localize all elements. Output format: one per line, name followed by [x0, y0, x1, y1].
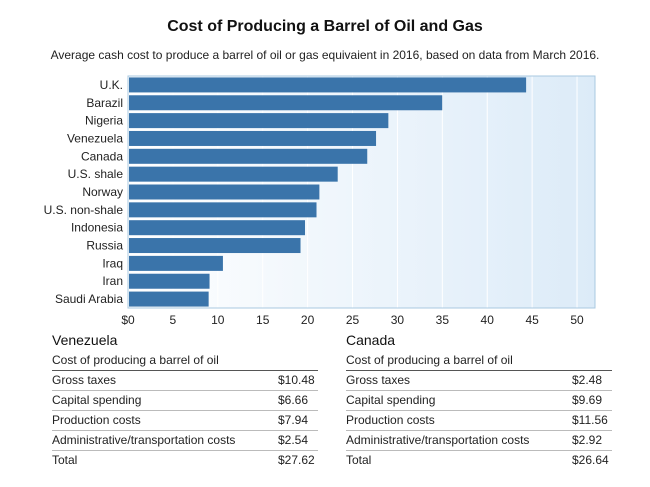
table-row: Administrative/transportation costs $2.92	[346, 431, 612, 451]
x-tick-label: 25	[346, 313, 360, 327]
table-title: Venezuela	[52, 332, 118, 348]
category-label: Iran	[102, 274, 123, 288]
total-value: $26.64	[572, 453, 609, 467]
bar	[129, 291, 209, 307]
row-label: Capital spending	[52, 393, 142, 407]
table-row: Production costs $7.94	[52, 411, 318, 431]
total-label: Total	[346, 453, 372, 467]
x-tick-label: 15	[256, 313, 270, 327]
category-label: Iraq	[102, 256, 123, 270]
bar	[129, 113, 389, 129]
chart-subtitle: Average cash cost to produce a barrel of…	[50, 48, 600, 62]
bar	[129, 77, 527, 93]
bar	[129, 148, 368, 164]
x-tick-label: 50	[570, 313, 584, 327]
category-label: Venezuela	[67, 131, 123, 145]
row-label: Gross taxes	[346, 373, 411, 387]
category-label: U.S. shale	[68, 167, 124, 181]
bar	[129, 202, 317, 218]
table-row: Gross taxes $10.48	[52, 371, 318, 391]
category-label: Indonesia	[71, 221, 123, 235]
x-tick-label: 5	[170, 313, 177, 327]
x-tick-label: 20	[301, 313, 315, 327]
table-row: Capital spending $6.66	[52, 391, 318, 411]
row-value: $11.56	[572, 413, 608, 427]
row-label: Gross taxes	[52, 373, 117, 387]
chart-title: Cost of Producing a Barrel of Oil and Ga…	[167, 18, 483, 35]
row-value: $7.94	[278, 413, 309, 427]
category-label: Barazil	[86, 96, 123, 110]
x-tick-label: 30	[391, 313, 405, 327]
row-label: Administrative/transportation costs	[52, 433, 236, 447]
x-tick-label: 35	[436, 313, 450, 327]
row-value: $2.54	[278, 433, 309, 447]
category-label: Saudi Arabia	[55, 292, 123, 306]
table-row: Gross taxes $2.48	[346, 371, 612, 391]
row-value: $2.48	[572, 373, 603, 387]
category-label: Nigeria	[85, 114, 123, 128]
category-label: Norway	[82, 185, 123, 199]
x-tick-label: 40	[481, 313, 495, 327]
x-tick-label: 45	[525, 313, 539, 327]
row-value: $9.69	[572, 393, 603, 407]
plot-frame	[127, 75, 596, 309]
x-tick-label: 10	[211, 313, 225, 327]
total-value: $27.62	[278, 453, 315, 467]
bar	[129, 238, 301, 254]
row-label: Production costs	[346, 413, 435, 427]
category-label: Russia	[86, 239, 123, 253]
row-value: $6.66	[278, 393, 309, 407]
table-subtitle: Cost of producing a barrel of oil	[52, 350, 318, 371]
bar	[129, 95, 443, 111]
table-row: Administrative/transportation costs $2.54	[52, 431, 318, 451]
table-row: Production costs $11.56	[346, 411, 612, 431]
bar	[129, 273, 210, 289]
bar	[129, 255, 223, 271]
x-tick-label: $0	[121, 313, 135, 327]
venezuela-cost-table: Venezuela Cost of producing a barrel of …	[52, 330, 318, 470]
category-label: U.S. non-shale	[44, 203, 124, 217]
row-label: Capital spending	[346, 393, 436, 407]
row-label: Production costs	[52, 413, 141, 427]
bar	[129, 130, 377, 146]
category-label: U.K.	[100, 78, 123, 92]
total-label: Total	[52, 453, 78, 467]
row-value: $2.92	[572, 433, 603, 447]
bar-chart: U.K. Barazil Nigeria Venezuela Canada U.S. sh…	[44, 75, 596, 327]
table-total-row: Total $26.64	[346, 451, 612, 470]
table-subtitle: Cost of producing a barrel of oil	[346, 350, 612, 371]
bar	[129, 166, 338, 182]
bar	[129, 184, 320, 200]
table-row: Capital spending $9.69	[346, 391, 612, 411]
bar	[129, 220, 306, 236]
row-label: Administrative/transportation costs	[346, 433, 530, 447]
table-title: Canada	[346, 332, 396, 348]
row-value: $10.48	[278, 373, 315, 387]
category-label: Canada	[81, 149, 123, 163]
table-total-row: Total $27.62	[52, 451, 318, 470]
canada-cost-table: Canada Cost of producing a barrel of oil…	[346, 330, 612, 470]
